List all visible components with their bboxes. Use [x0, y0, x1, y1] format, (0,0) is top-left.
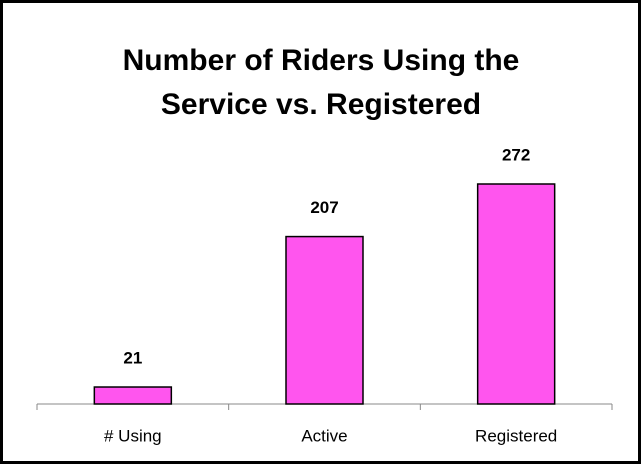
chart-title: Number of Riders Using the [123, 44, 520, 77]
x-tick-label: # Using [104, 426, 162, 445]
data-label: 272 [502, 145, 530, 164]
bar [476, 183, 556, 405]
data-label: 21 [123, 348, 142, 367]
chart-title: Service vs. Registered [161, 88, 481, 121]
bar [93, 386, 173, 405]
x-tick-label: Registered [475, 426, 557, 445]
bar [285, 235, 364, 405]
x-tick-label: Active [301, 426, 347, 445]
data-label: 207 [310, 198, 338, 217]
